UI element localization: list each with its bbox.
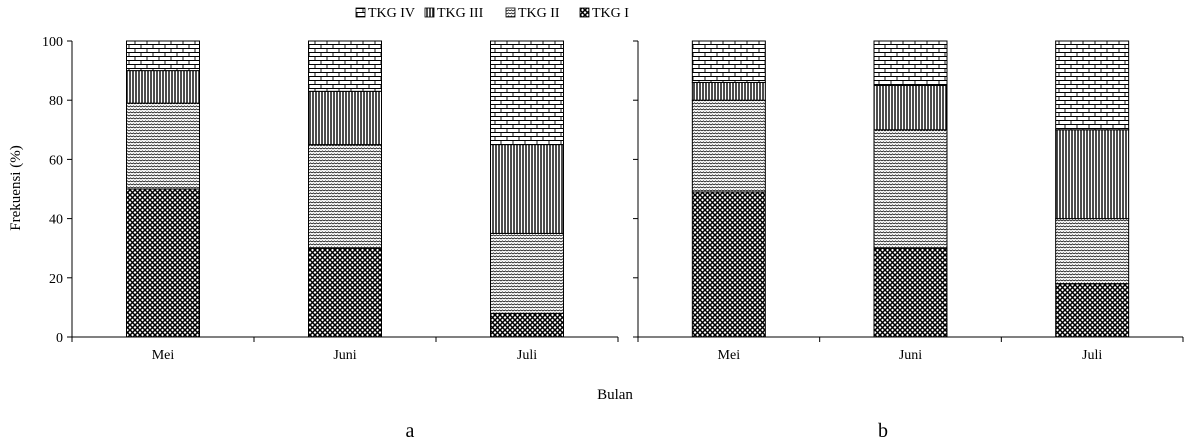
y-tick-label: 20 xyxy=(49,272,63,287)
bar-tkg-iii-juli xyxy=(1055,129,1130,220)
x-tick-label-juli: Juli xyxy=(1082,348,1102,363)
x-axis-title: Bulan xyxy=(597,387,633,403)
legend-swatch-tkg-i xyxy=(579,7,590,18)
bar-tkg-iii-juni xyxy=(873,84,948,131)
y-tick-label: 0 xyxy=(56,331,63,346)
bar-tkg-i-mei xyxy=(691,191,766,338)
x-tick-label-juni: Juni xyxy=(899,348,922,363)
bar-tkg-ii-juli xyxy=(490,232,564,314)
y-tick-label: 80 xyxy=(49,94,63,109)
legend-label-tkg-ii: TKG II xyxy=(518,6,560,21)
bar-tkg-i-juni xyxy=(873,247,948,338)
bar-tkg-ii-mei xyxy=(691,99,766,193)
bar-tkg-iv-juni xyxy=(873,40,948,86)
bar-tkg-iv-juni xyxy=(308,40,382,92)
x-tick-label-mei: Mei xyxy=(152,348,175,363)
bar-tkg-iv-juli xyxy=(1055,40,1130,131)
bar-tkg-iv-mei xyxy=(126,40,200,72)
x-tick-label-juni: Juni xyxy=(333,348,356,363)
bar-tkg-ii-juni xyxy=(873,129,948,249)
bar-tkg-iv-mei xyxy=(691,40,766,83)
bar-tkg-iii-juli xyxy=(490,144,564,234)
bar-tkg-i-juli xyxy=(1055,283,1130,338)
bar-tkg-ii-mei xyxy=(126,102,200,190)
y-axis-title: Frekuensi (%) xyxy=(8,145,24,230)
chart-legend: TKG IV TKG III TKG II TKG I xyxy=(355,6,629,21)
bar-tkg-i-juni xyxy=(308,247,382,338)
bar-tkg-ii-juli xyxy=(1055,218,1130,285)
legend-label-tkg-i: TKG I xyxy=(592,6,629,21)
legend-label-tkg-iv: TKG IV xyxy=(368,6,415,21)
bar-tkg-i-mei xyxy=(126,188,200,338)
bar-tkg-ii-juni xyxy=(308,144,382,249)
legend-swatch-tkg-iv xyxy=(355,7,366,18)
legend-swatch-tkg-ii xyxy=(505,7,516,18)
chart-panel-b: Mei Juni Juli xyxy=(633,40,1184,363)
legend-label-tkg-iii: TKG III xyxy=(437,6,484,21)
y-tick-label: 40 xyxy=(49,213,63,228)
bar-tkg-iv-juli xyxy=(490,40,564,146)
x-tick-label-juli: Juli xyxy=(517,348,537,363)
y-tick-label: 100 xyxy=(42,35,63,50)
bar-tkg-iii-juni xyxy=(308,90,382,146)
bar-tkg-iii-mei xyxy=(126,70,200,104)
legend-swatch-tkg-iii xyxy=(424,7,435,18)
panel-label-a: a xyxy=(406,420,415,442)
chart-panel-a: Mei Juni Juli 0 20 40 60 80 100 xyxy=(42,35,619,363)
y-tick-label: 60 xyxy=(49,153,63,168)
bar-tkg-i-juli xyxy=(490,312,564,338)
x-tick-label-mei: Mei xyxy=(718,348,741,363)
bar-tkg-iii-mei xyxy=(691,81,766,101)
panel-label-b: b xyxy=(878,420,888,442)
